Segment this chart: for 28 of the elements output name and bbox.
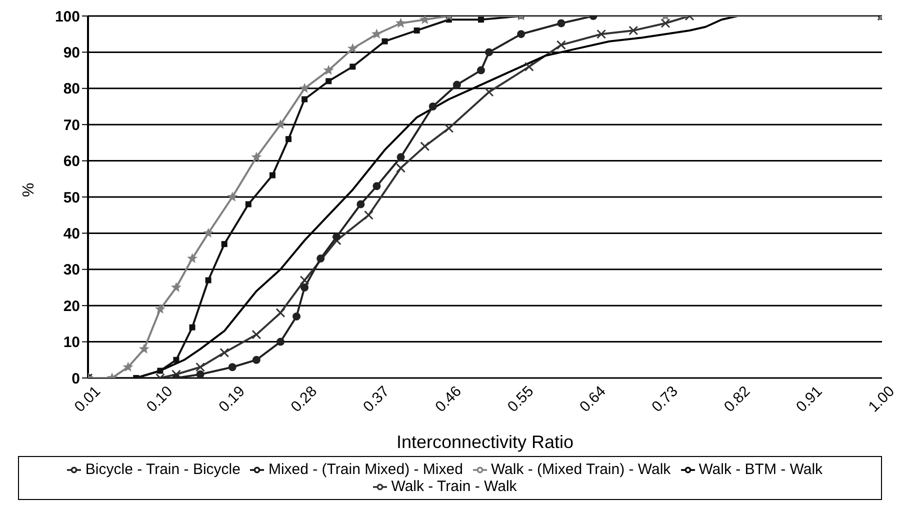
legend-label: Walk - (Mixed Train) - Walk (490, 461, 671, 478)
legend-label: Mixed - (Train Mixed) - Mixed (268, 461, 463, 478)
y-tick-label: 50 (63, 189, 80, 206)
x-tick-label: 0.91 (793, 382, 826, 416)
x-tick-label: 0.82 (720, 382, 754, 416)
legend-label: Walk - BTM - Walk (698, 461, 823, 478)
x-tick-label: 0.55 (504, 382, 538, 416)
x-tick-label: 0.19 (216, 382, 248, 416)
y-tick-label: 30 (63, 262, 80, 279)
y-tick-label: 70 (63, 116, 80, 134)
y-tick-label: 40 (63, 226, 80, 243)
y-axis-title: % (20, 182, 38, 197)
legend-label: Walk - Train - Walk (391, 478, 517, 495)
x-tick-label: 0.28 (288, 382, 321, 416)
y-tick-label: 20 (63, 298, 80, 315)
y-tick-label: 90 (63, 44, 80, 62)
y-tick-label: 10 (63, 334, 80, 352)
x-tick-label: 0.37 (360, 382, 393, 416)
x-tick-label: 0.64 (576, 382, 610, 416)
y-tick-label: 80 (63, 80, 80, 98)
x-tick-label: 1.00 (865, 382, 898, 416)
x-tick-label: 0.46 (432, 382, 465, 416)
x-tick-label: 0.73 (648, 382, 682, 416)
x-tick-label: 0.10 (143, 382, 176, 416)
x-axis-title: Interconnectivity Ratio (396, 432, 574, 452)
legend-label: Bicycle - Train - Bicycle (85, 461, 240, 478)
y-tick-label: 60 (63, 153, 80, 170)
y-tick-label: 100 (54, 8, 80, 26)
